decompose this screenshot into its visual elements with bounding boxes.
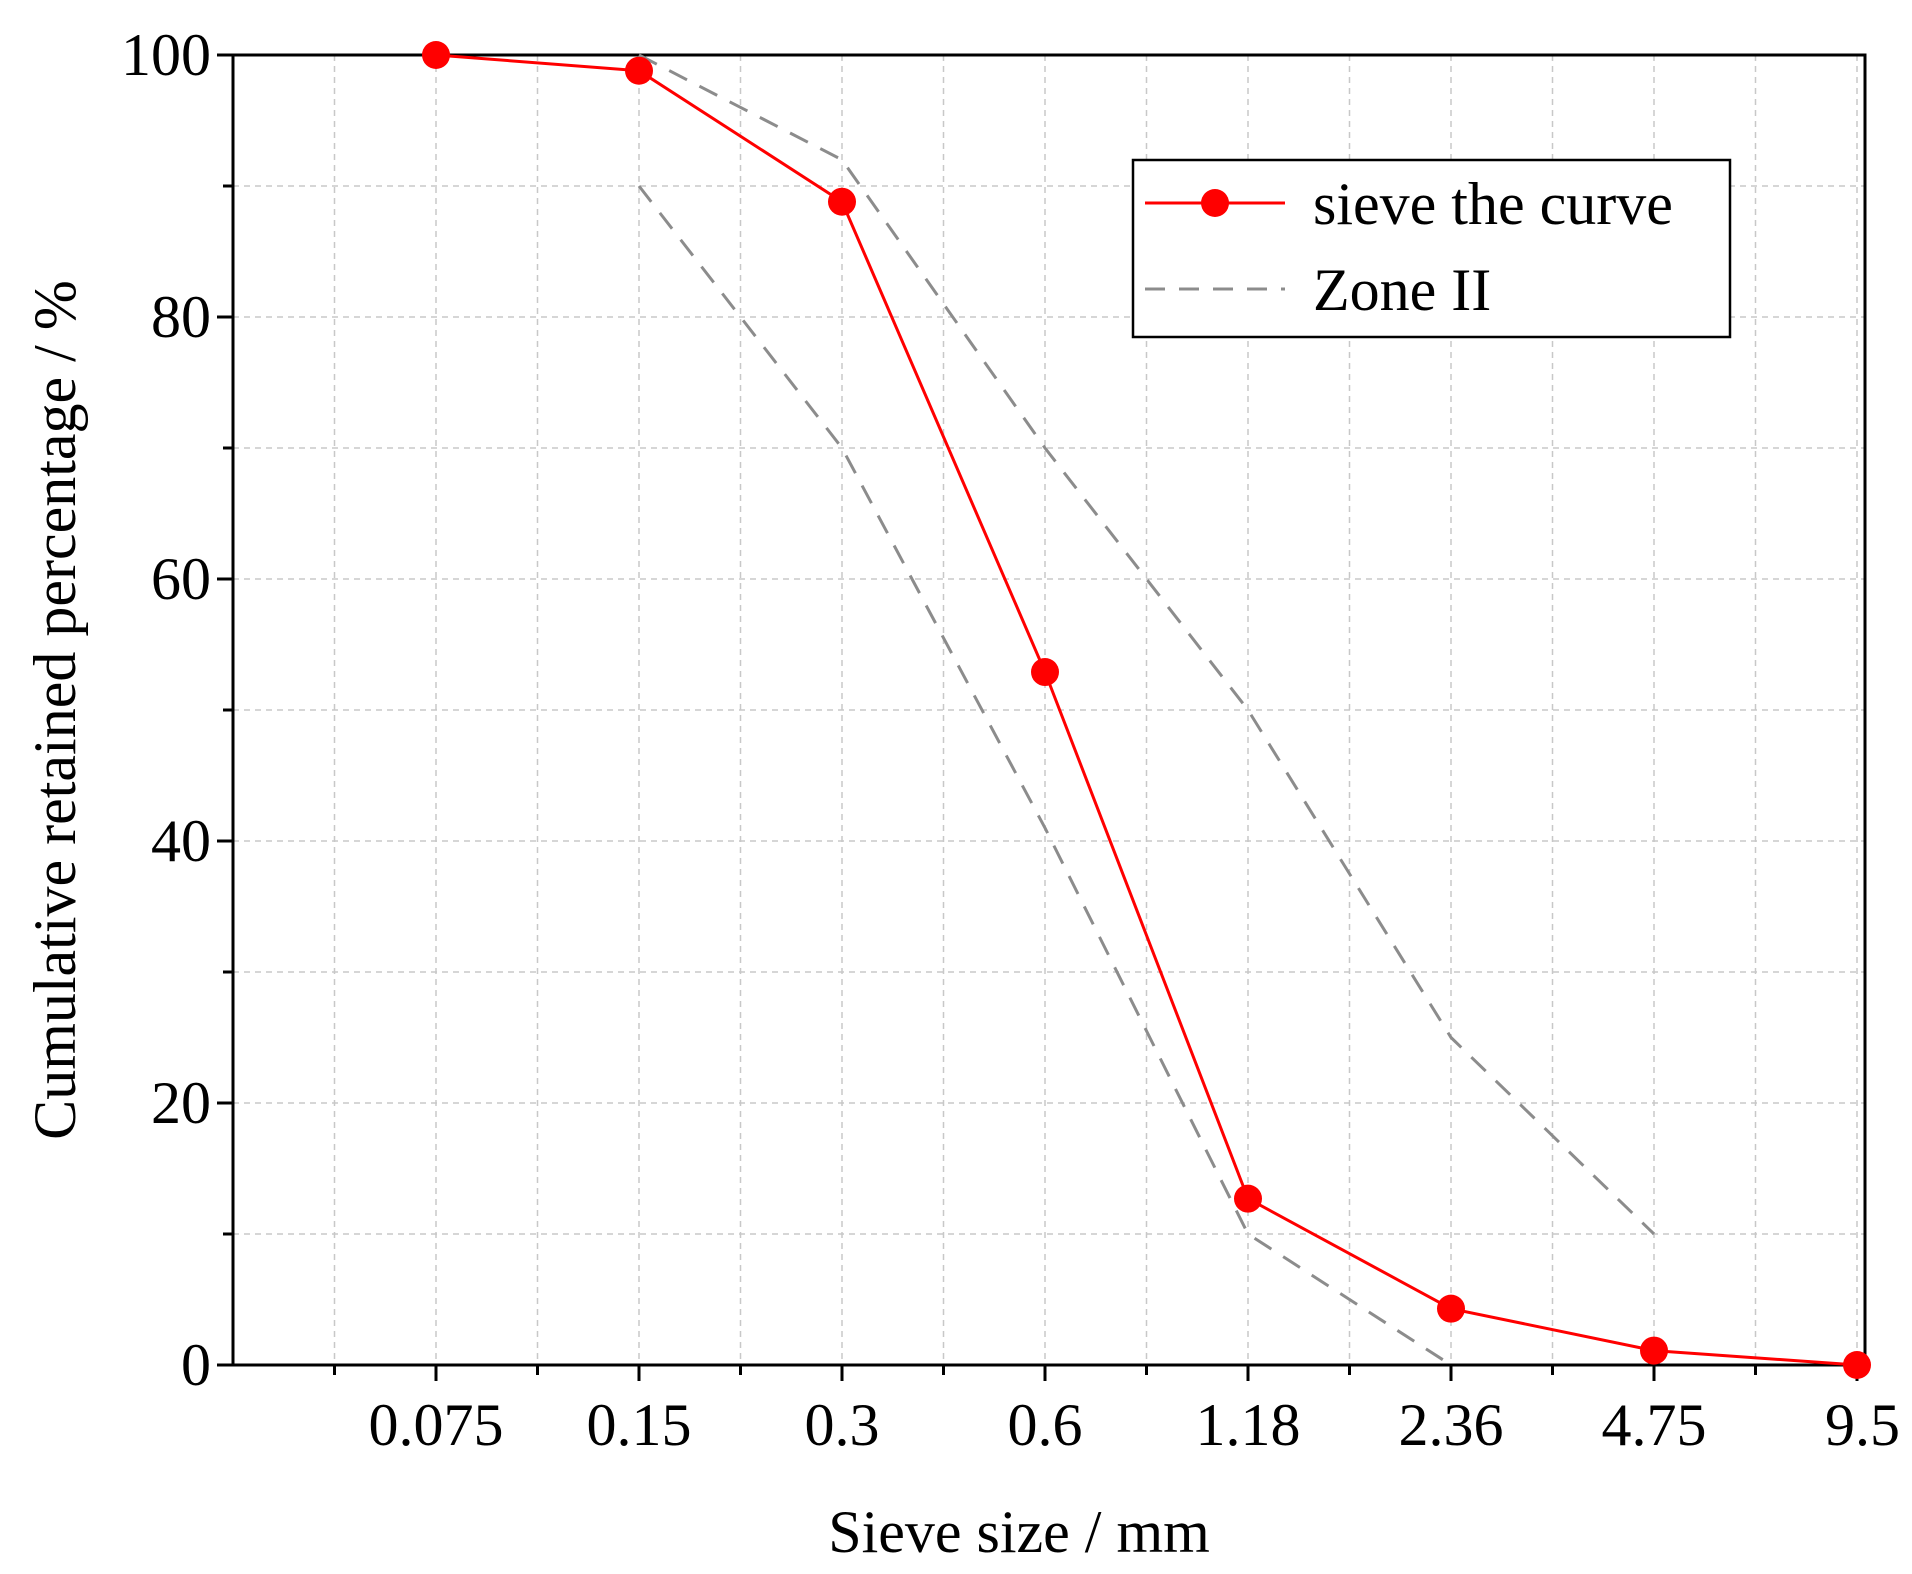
grid-lines: [233, 55, 1865, 1365]
sieve-curve-point: [828, 187, 856, 216]
plot-frame: [231, 53, 1867, 1367]
y-tick-labels: 0 20 40 60 80 100: [121, 22, 211, 1398]
x-tick-labels: 0.075 0.15 0.3 0.6 1.18 2.36 4.75 9.5: [369, 1392, 1901, 1458]
legend: sieve the curve Zone II: [1131, 158, 1732, 339]
legend-label-zone-ii: Zone II: [1313, 257, 1491, 323]
sieve-curve-line: [435, 53, 1858, 1367]
legend-box: [1131, 158, 1732, 339]
sieve-curve-point: [422, 41, 450, 69]
x-axis-title: Sieve size / mm: [828, 1499, 1210, 1565]
x-tick-label: 2.36: [1399, 1392, 1504, 1458]
zone-ii-lower-limit: [637, 185, 1452, 1367]
x-tick-label: 1.18: [1196, 1392, 1301, 1458]
legend-marker-sieve-curve: [1201, 189, 1229, 217]
sieve-curve-point: [1031, 658, 1059, 687]
sieve-curve-point: [625, 56, 653, 85]
x-tick-label: 0.075: [369, 1392, 504, 1458]
x-tick-label: 0.15: [587, 1392, 692, 1458]
y-tick-label: 0: [181, 1332, 211, 1398]
sieve-curve-point: [1843, 1351, 1871, 1379]
sieve-curve-point: [1640, 1336, 1668, 1365]
y-tick-label: 100: [121, 22, 211, 88]
y-tick-label: 20: [151, 1070, 211, 1136]
zone-ii-upper-limit: [638, 53, 1656, 1236]
x-tick-label: 0.3: [805, 1392, 880, 1458]
x-tick-label: 9.5: [1825, 1392, 1900, 1458]
y-tick-label: 40: [151, 808, 211, 874]
sieve-curve-point: [1437, 1294, 1465, 1323]
y-axis-title: Cumulative retained percentage / %: [22, 280, 88, 1140]
series-layer: [422, 41, 1871, 1379]
y-tick-label: 80: [151, 284, 211, 350]
legend-label-sieve-curve: sieve the curve: [1313, 171, 1673, 237]
sieve-curve-point: [1234, 1184, 1262, 1213]
x-tick-label: 0.6: [1008, 1392, 1083, 1458]
y-tick-label: 60: [151, 546, 211, 612]
x-tick-label: 4.75: [1602, 1392, 1707, 1458]
